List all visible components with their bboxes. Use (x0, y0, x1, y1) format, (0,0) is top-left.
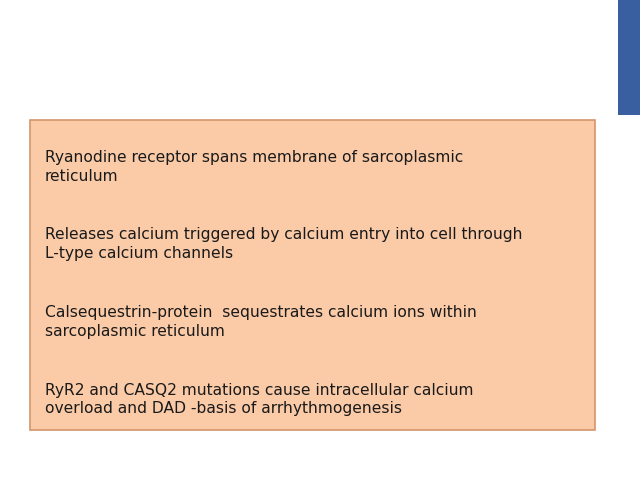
Bar (618, 0, 640, 115)
Text: Ryanodine receptor spans membrane of sarcoplasmic
reticulum: Ryanodine receptor spans membrane of sar… (45, 150, 463, 184)
Text: RyR2 and CASQ2 mutations cause intracellular calcium
overload and DAD -basis of : RyR2 and CASQ2 mutations cause intracell… (45, 383, 474, 416)
Text: Calsequestrin-protein  sequestrates calcium ions within
sarcoplasmic reticulum: Calsequestrin-protein sequestrates calci… (45, 305, 477, 338)
Text: Releases calcium triggered by calcium entry into cell through
L-type calcium cha: Releases calcium triggered by calcium en… (45, 228, 522, 261)
FancyBboxPatch shape (30, 120, 595, 430)
